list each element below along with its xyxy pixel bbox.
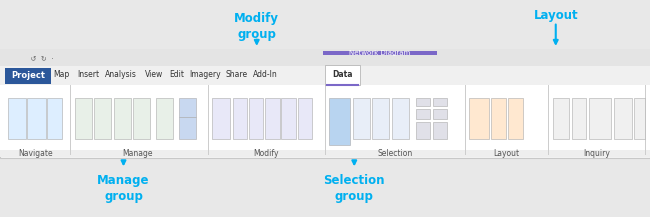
Bar	[0, 50, 650, 158]
Text: Selection: Selection	[378, 149, 413, 158]
Text: Insert: Insert	[77, 70, 99, 79]
Bar	[353, 98, 370, 139]
Text: ↺  ↻  ·: ↺ ↻ ·	[26, 56, 53, 62]
Text: Map: Map	[53, 70, 69, 79]
Text: Data: Data	[332, 70, 353, 79]
Text: Share: Share	[226, 70, 248, 79]
Text: Layout: Layout	[493, 149, 519, 158]
Bar	[552, 98, 569, 139]
Bar	[614, 98, 632, 139]
Bar	[281, 98, 296, 139]
Bar	[27, 98, 46, 139]
Text: Project: Project	[11, 71, 45, 80]
Bar	[323, 51, 437, 55]
Bar	[47, 98, 62, 139]
Bar	[416, 108, 430, 119]
Bar	[589, 98, 611, 139]
Bar	[0, 66, 650, 85]
Text: Inquiry: Inquiry	[583, 149, 610, 158]
Bar	[416, 98, 430, 106]
Bar	[75, 98, 92, 139]
Bar	[508, 98, 523, 139]
Text: Imagery: Imagery	[190, 70, 221, 79]
Text: Network Diagram: Network Diagram	[349, 50, 411, 56]
Text: Analysis: Analysis	[105, 70, 137, 79]
Bar	[325, 65, 360, 85]
Bar	[298, 98, 312, 139]
Bar	[233, 98, 247, 139]
Text: Modify: Modify	[254, 149, 280, 158]
Bar	[572, 98, 586, 139]
Bar	[5, 68, 51, 84]
Text: Modify
group: Modify group	[234, 12, 280, 41]
Bar	[8, 98, 26, 139]
Text: Manage: Manage	[123, 149, 153, 158]
Text: View: View	[145, 70, 163, 79]
Bar	[179, 117, 196, 139]
Bar	[329, 98, 350, 145]
Bar	[392, 98, 409, 139]
Bar	[372, 98, 389, 139]
Text: Edit: Edit	[169, 70, 185, 79]
Text: Navigate: Navigate	[18, 149, 53, 158]
Bar	[249, 98, 263, 139]
Text: Layout: Layout	[534, 9, 578, 22]
Text: Manage
group: Manage group	[98, 174, 150, 203]
Bar	[433, 122, 447, 139]
Bar	[114, 98, 131, 139]
Bar	[0, 85, 650, 156]
Bar	[212, 98, 230, 139]
Bar	[416, 122, 430, 139]
Bar	[433, 108, 447, 119]
Bar	[0, 49, 650, 67]
Bar	[634, 98, 645, 139]
Bar	[179, 98, 196, 117]
Bar	[469, 98, 489, 139]
Bar	[133, 98, 150, 139]
Text: Selection
group: Selection group	[324, 174, 385, 203]
Bar	[0, 150, 650, 157]
Bar	[491, 98, 506, 139]
Text: Add-In: Add-In	[253, 70, 278, 79]
Bar	[433, 98, 447, 106]
Bar	[94, 98, 111, 139]
Bar	[156, 98, 173, 139]
Bar	[265, 98, 280, 139]
